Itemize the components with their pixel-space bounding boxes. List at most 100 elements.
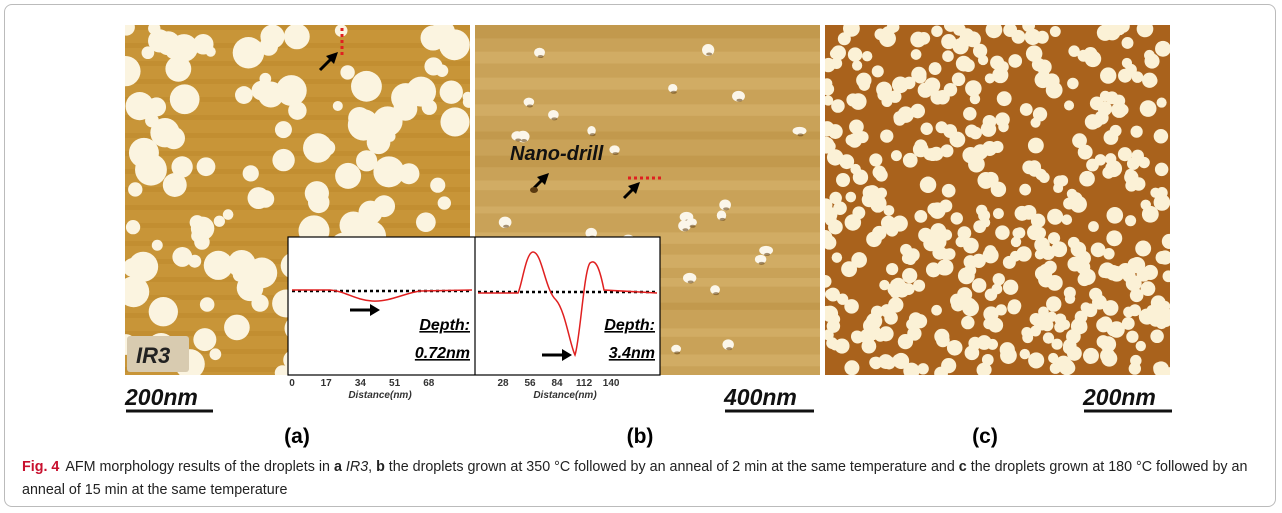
droplet xyxy=(188,255,201,268)
droplet xyxy=(1054,175,1066,187)
droplet xyxy=(965,80,982,97)
scale-bar-label: 400nm xyxy=(723,384,797,410)
depth-value: 3.4nm xyxy=(609,345,655,362)
droplet xyxy=(942,184,956,198)
droplet xyxy=(875,29,887,41)
droplet xyxy=(1091,242,1106,257)
droplet xyxy=(891,150,902,161)
caption-text: the droplets grown at 350 °C followed by… xyxy=(385,459,959,475)
droplet xyxy=(1046,296,1061,311)
droplet xyxy=(200,297,215,312)
tick-label: 140 xyxy=(603,378,620,389)
caption-text: IR3 xyxy=(346,459,368,475)
droplet xyxy=(1079,171,1095,187)
droplet xyxy=(1140,100,1157,117)
droplet xyxy=(1091,116,1103,128)
droplet xyxy=(1050,26,1061,37)
droplet xyxy=(836,173,850,187)
droplet xyxy=(1111,102,1127,118)
droplet-shadow xyxy=(521,139,527,142)
droplet xyxy=(977,335,992,350)
droplet xyxy=(1051,339,1062,350)
droplet xyxy=(1026,45,1042,61)
droplet xyxy=(1144,54,1159,69)
droplet xyxy=(1128,258,1141,271)
droplet xyxy=(985,73,995,83)
droplet xyxy=(1141,281,1156,296)
droplet xyxy=(193,328,216,351)
droplet xyxy=(913,280,925,292)
nano-drill-label: Nano-drill xyxy=(510,143,604,165)
droplet xyxy=(1101,351,1117,367)
droplet xyxy=(1129,362,1141,374)
droplet xyxy=(1116,19,1130,33)
tick-label: 84 xyxy=(551,378,563,389)
droplet-shadow xyxy=(503,225,509,228)
droplet xyxy=(894,114,906,126)
droplet xyxy=(819,275,832,288)
droplet xyxy=(335,163,361,189)
droplet xyxy=(333,101,343,111)
droplet xyxy=(914,139,927,152)
droplet xyxy=(880,129,893,142)
droplet xyxy=(1072,133,1087,148)
droplet xyxy=(1064,287,1076,299)
droplet xyxy=(128,252,158,282)
droplet xyxy=(1060,320,1070,330)
droplet xyxy=(917,32,930,45)
droplet xyxy=(233,269,246,282)
droplet xyxy=(128,182,142,196)
droplet xyxy=(848,47,862,61)
caption-text: c xyxy=(959,459,967,475)
droplet xyxy=(963,59,975,71)
droplet xyxy=(1102,166,1114,178)
droplet xyxy=(869,153,882,166)
axis-title: Distance(nm) xyxy=(533,390,597,401)
droplet xyxy=(846,192,857,203)
droplet xyxy=(439,29,470,60)
droplet xyxy=(936,334,950,348)
droplet xyxy=(976,205,987,216)
panel-label: (a) xyxy=(284,425,310,448)
droplet xyxy=(920,177,936,193)
droplet xyxy=(825,289,836,300)
droplet xyxy=(1008,54,1022,68)
droplet xyxy=(892,77,909,94)
droplet xyxy=(1067,78,1078,89)
profile-inset xyxy=(288,237,660,375)
droplet xyxy=(1028,352,1044,368)
droplet xyxy=(1037,59,1052,74)
droplet xyxy=(931,305,942,316)
droplet xyxy=(1015,206,1030,221)
droplet xyxy=(941,358,956,373)
droplet-shadow xyxy=(764,253,770,256)
droplet xyxy=(1125,215,1136,226)
droplet xyxy=(1064,100,1074,110)
droplet xyxy=(1161,317,1171,327)
droplet xyxy=(1103,300,1119,316)
droplet xyxy=(272,149,294,171)
droplet xyxy=(914,71,927,84)
droplet-shadow xyxy=(527,104,533,107)
droplet xyxy=(833,201,847,215)
droplet xyxy=(985,289,997,301)
droplet xyxy=(1003,256,1016,269)
droplet xyxy=(1159,301,1170,312)
droplet xyxy=(440,107,469,136)
droplet xyxy=(1083,348,1099,364)
droplet-shadow xyxy=(713,292,719,295)
droplet xyxy=(844,360,859,375)
droplet xyxy=(991,141,1003,153)
droplet xyxy=(235,86,253,104)
figure: Nano-drill IR3 Depth: 0.72nm Depth: 3.4n… xyxy=(0,0,1282,450)
droplet xyxy=(163,173,187,197)
droplet xyxy=(877,89,889,101)
droplet xyxy=(841,261,857,277)
droplet xyxy=(1041,319,1053,331)
droplet xyxy=(1086,159,1099,172)
droplet xyxy=(1137,21,1154,38)
scale-bar-label: 200nm xyxy=(1082,384,1156,410)
droplet xyxy=(823,329,834,340)
tick-label: 56 xyxy=(524,378,536,389)
droplet xyxy=(1118,69,1132,83)
